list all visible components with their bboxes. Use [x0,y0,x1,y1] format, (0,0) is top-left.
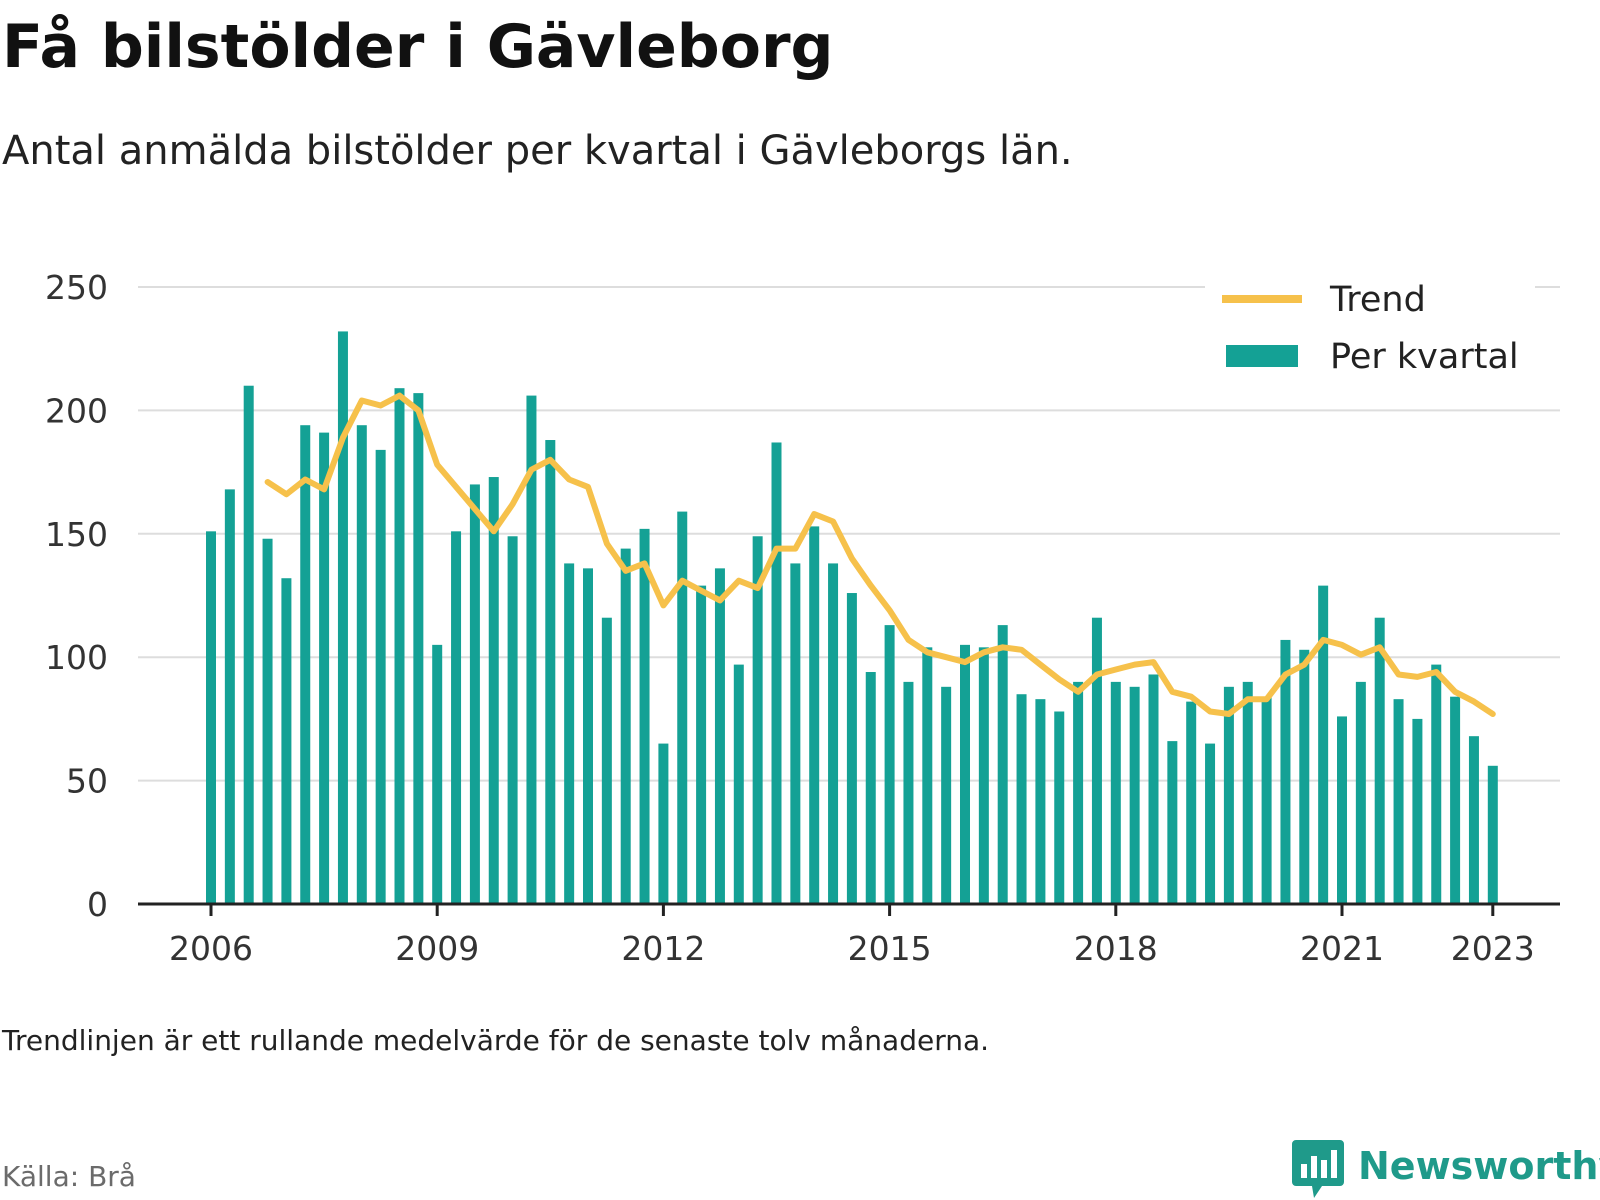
bar [281,578,292,904]
x-tick-label: 2021 [1300,929,1384,968]
y-tick-label: 100 [45,638,108,677]
legend-swatch-per-kvartal [1226,345,1298,367]
bar [1261,696,1272,904]
bar [941,686,952,904]
bar [752,536,763,904]
y-tick-label: 0 [87,885,108,924]
bar [1223,686,1234,904]
x-tick-label: 2015 [848,929,932,968]
bar [319,432,330,904]
bar [488,477,499,904]
bar [639,528,650,904]
bar [997,625,1008,904]
bar [1016,694,1027,904]
bar [903,681,914,904]
x-tick-label: 2009 [395,929,479,968]
trend-layer [264,392,1496,717]
bar [1054,711,1065,904]
bar [526,395,537,904]
bar [1450,696,1461,904]
x-tick-label: 2012 [621,929,705,968]
bar [337,331,348,904]
bar [206,531,216,904]
bar [1186,701,1197,904]
bar [1091,617,1102,904]
bar [696,585,707,904]
y-tick-label: 200 [45,391,108,430]
bar [1242,681,1253,904]
bar [243,385,254,905]
bar [846,593,857,904]
bar [1167,741,1178,904]
bar [413,393,424,904]
bar [1318,585,1329,904]
bar [1110,681,1121,904]
x-tick-label: 2018 [1074,929,1158,968]
bar [469,484,480,904]
bar [1337,716,1347,904]
y-tick-label: 50 [66,762,108,801]
bar [771,442,782,904]
bar [677,511,688,904]
bar [1393,699,1404,904]
bar [451,531,462,904]
bar [790,563,801,904]
bar [262,538,273,904]
legend-label-per-kvartal: Per kvartal [1330,337,1519,377]
source-label: Källa: Brå [2,1160,136,1193]
bar [1148,674,1159,904]
brand-logo: Newsworthy [1292,1140,1600,1200]
legend-label-trend: Trend [1329,280,1426,320]
bar [733,664,744,904]
bar [583,568,593,904]
bar [1129,686,1140,904]
bar [224,489,235,904]
brand-name: Newsworthy [1358,1144,1600,1188]
bar [1412,718,1423,904]
footnote: Trendlinjen är ett rullande medelvärde f… [2,1024,990,1057]
bar [960,644,970,904]
x-tick-label: 2006 [169,929,253,968]
bar [865,672,876,904]
bar [1468,736,1479,904]
bar [375,449,386,904]
bar [828,563,839,904]
newsworthy-logo-icon [1292,1140,1344,1198]
bar [884,625,895,904]
bar [1299,649,1310,904]
bar [1355,681,1366,904]
bar [300,425,311,904]
chart: 0 50 100 150 200 250 2006 2009 2012 2015 2018 2021 2… [45,268,1560,968]
bar [564,563,575,904]
chart-title: Få bilstölder i Gävleborg [2,12,834,82]
bars [206,331,1498,905]
y-tick-label: 250 [45,268,108,307]
bar [1431,664,1442,904]
legend: Trend Per kvartal [1205,278,1535,388]
y-tick-label: 150 [45,515,108,554]
bar [978,647,989,904]
bar [394,388,405,904]
bar [507,536,518,904]
trend-line [264,392,1496,717]
bar [1280,639,1291,904]
bar [1073,681,1084,904]
bar [1374,617,1385,904]
bar [545,440,556,904]
bar [714,568,725,904]
bar [658,743,669,904]
bar [1487,765,1498,904]
bar [1205,743,1216,904]
bar [922,647,933,904]
x-tick-label: 2023 [1451,929,1535,968]
chart-subtitle: Antal anmälda bilstölder per kvartal i G… [2,128,1073,174]
bar [601,617,612,904]
bar [620,548,631,904]
axes: 0 50 100 150 200 250 2006 2009 2012 2015 2018 2021 2… [45,268,1560,968]
bar [356,425,367,904]
bar [809,526,820,904]
bar [1035,699,1046,904]
bar [432,644,443,904]
